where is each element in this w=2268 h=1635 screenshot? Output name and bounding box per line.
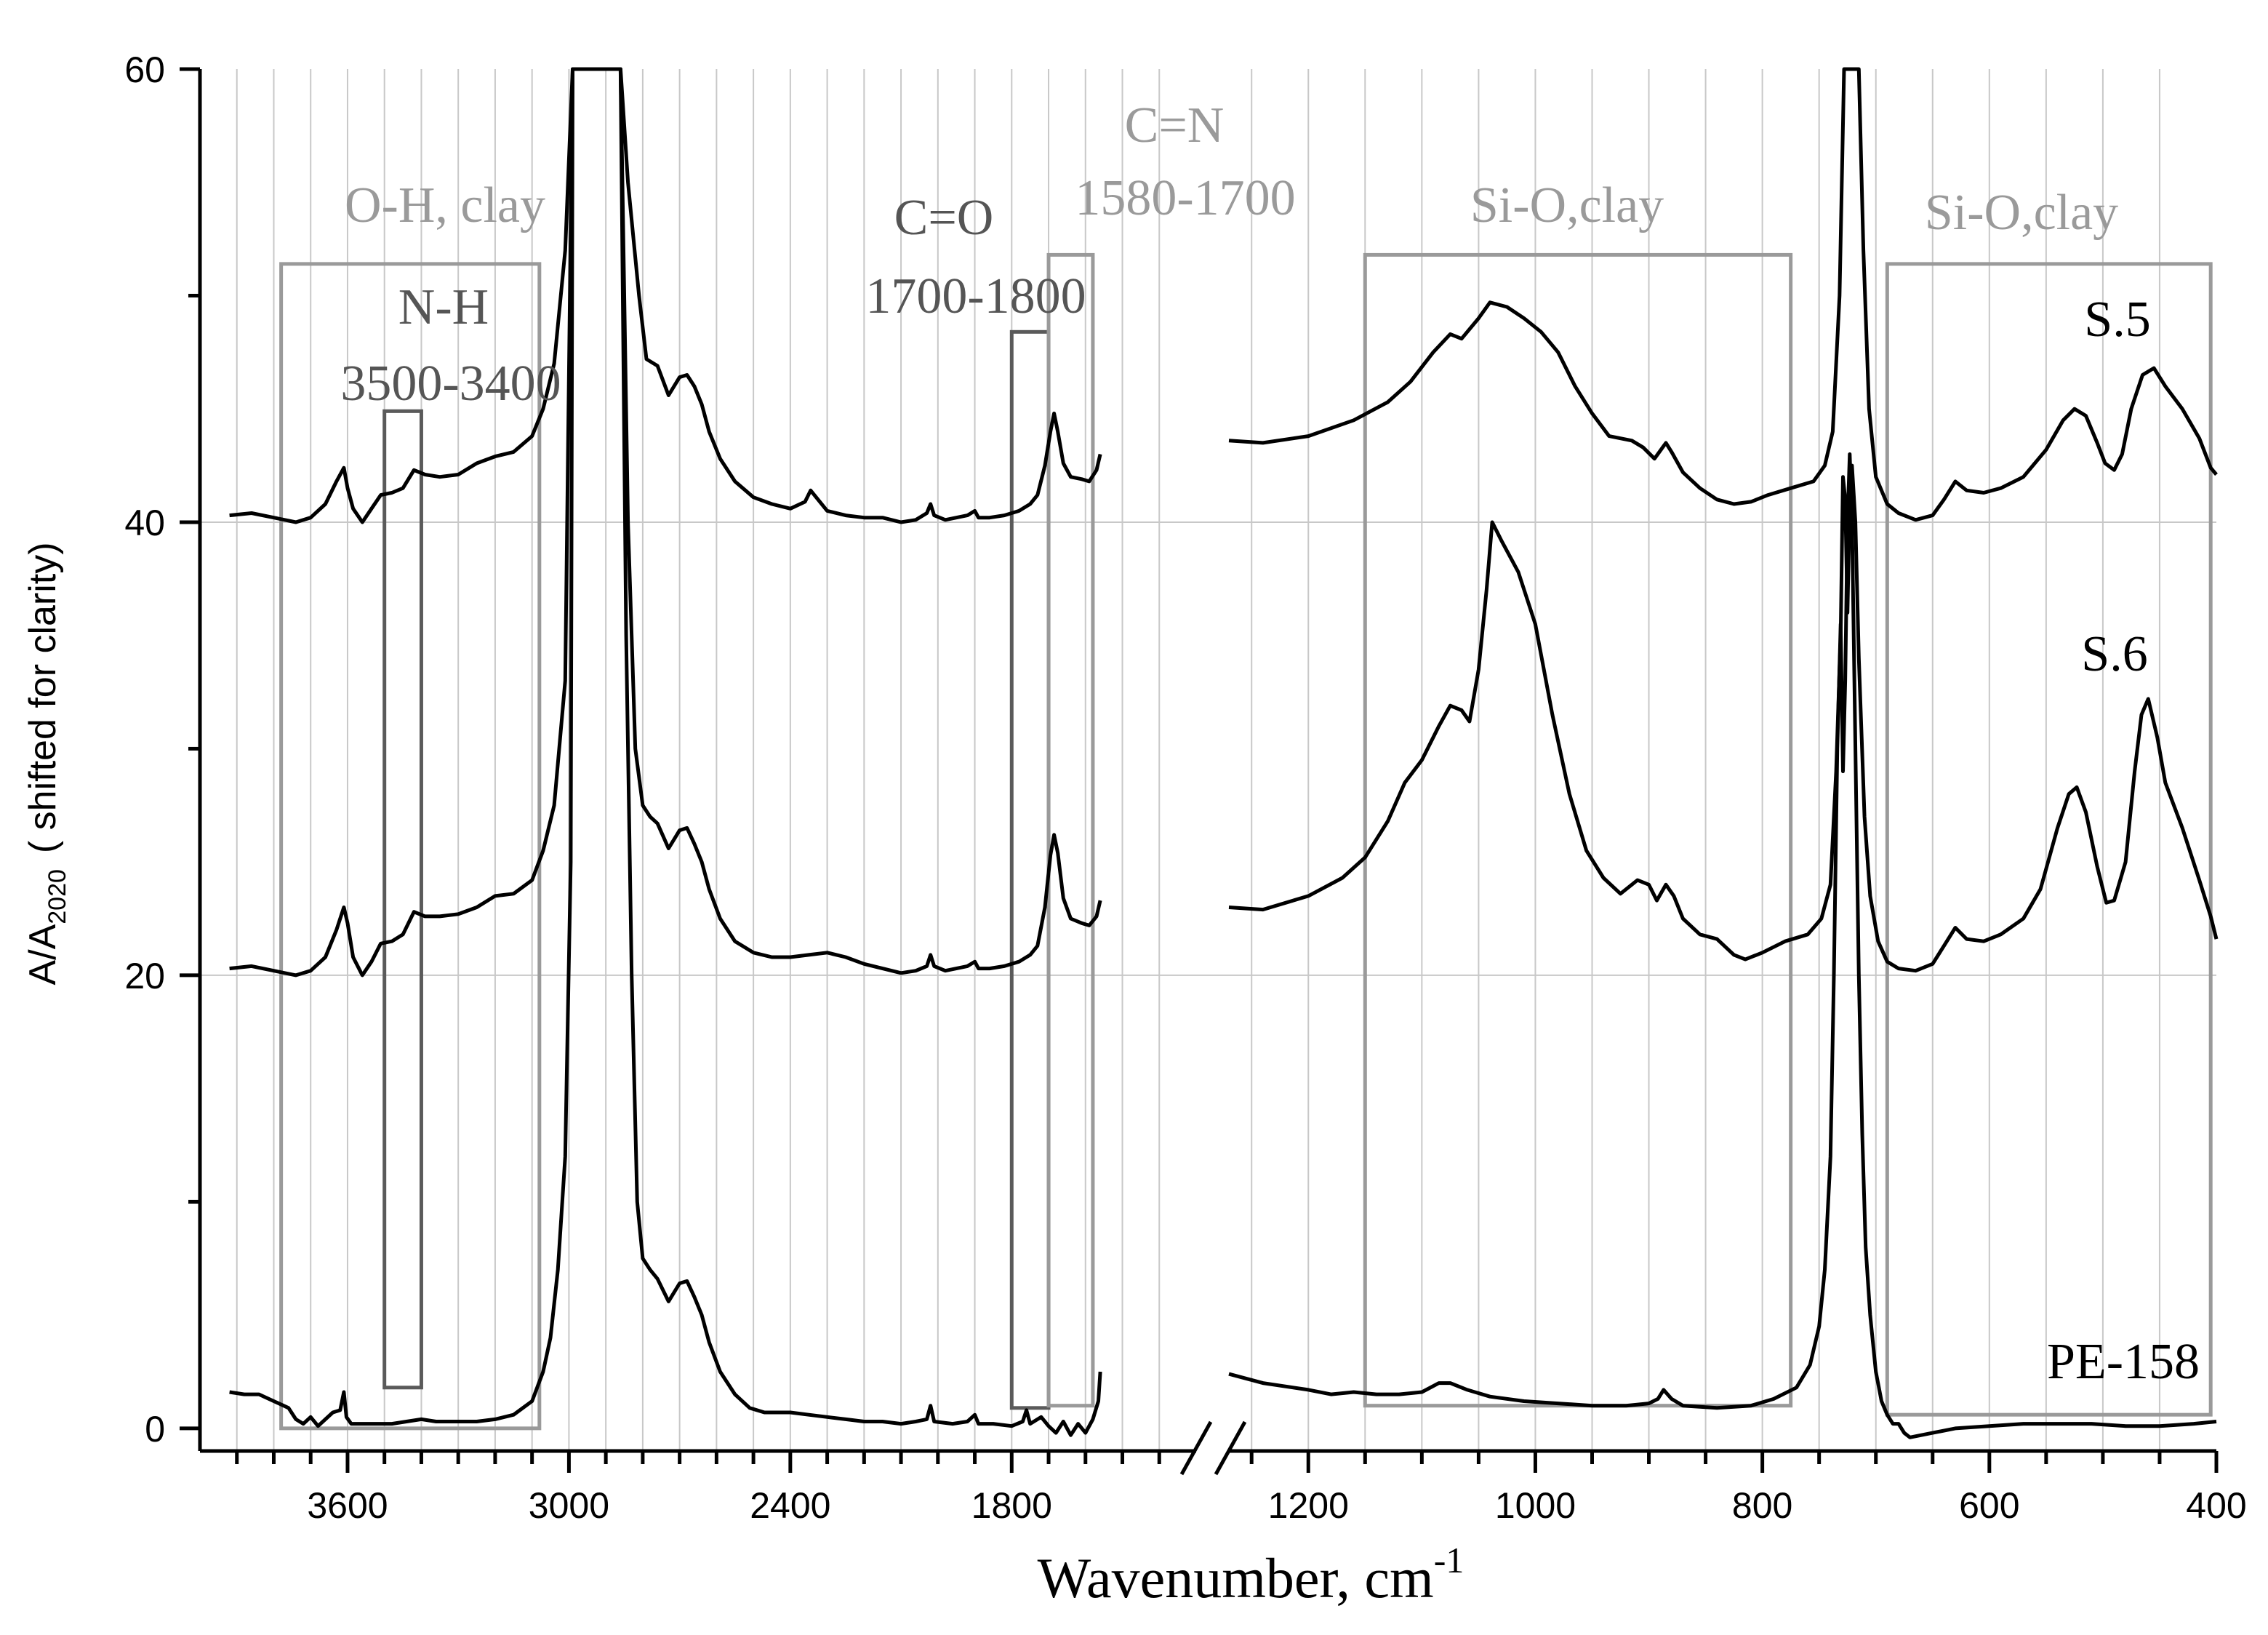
x-tick-label: 3000 [529, 1485, 609, 1526]
x-tick-label: 800 [1732, 1485, 1792, 1526]
annotation-nh-title: N-H [398, 279, 489, 335]
series-line-pe158-right [1228, 452, 2217, 1439]
series-label-s6: S.6 [2081, 626, 2147, 682]
annotation-cn-title: C=N [1125, 97, 1225, 153]
series-label-pe158: PE-158 [2047, 1334, 2200, 1390]
series-line-pe158-left [229, 67, 1102, 1437]
y-axis-label: A/A2020( shifted for clarity) [22, 542, 71, 985]
series-line-s5-left [229, 67, 1102, 524]
annotation-co-range: 1700-1800 [865, 268, 1086, 324]
x-tick-label: 1200 [1268, 1485, 1349, 1526]
axes [180, 67, 2219, 1476]
nh-region-box [382, 409, 423, 1390]
y-tick-label: 60 [124, 49, 165, 90]
axis-break-mark [1179, 1420, 1213, 1476]
annotation-nh-range: 3500-3400 [340, 356, 561, 412]
series-label-s5: S.5 [2084, 292, 2150, 348]
x-tick-label: 1800 [971, 1485, 1052, 1526]
oh-region-box [279, 262, 542, 1431]
annotation-cn-range: 1580-1700 [1075, 170, 1295, 226]
y-tick-label: 40 [124, 503, 165, 543]
tick-labels: 0 20 40 60 3600 3000 2400 1800 1200 1000 800 600 400 [124, 49, 2246, 1526]
annotation-oh-clay: O-H, clay [345, 177, 545, 233]
annotation-co-title: C=O [894, 190, 994, 246]
y-tick-label: 20 [124, 956, 165, 996]
annotation-sio-2: Si-O,clay [1925, 185, 2118, 241]
sio-region-2-box [1885, 262, 2213, 1417]
y-tick-label: 0 [145, 1409, 165, 1450]
region-boxes [279, 252, 2213, 1431]
cn-region-box [1046, 252, 1095, 1408]
series-line-s6-left [229, 67, 1102, 978]
x-tick-label: 400 [2186, 1485, 2246, 1526]
spectra-series [229, 67, 2219, 1439]
series-line-s5-right [1228, 67, 2218, 522]
annotation-sio-1: Si-O,clay [1470, 177, 1664, 233]
x-axis-label: Wavenumber, cm-1 [1038, 1540, 1464, 1610]
x-tick-label: 2400 [750, 1485, 830, 1526]
x-tick-label: 3600 [307, 1485, 388, 1526]
x-tick-label: 1000 [1495, 1485, 1576, 1526]
axis-break-mark [1214, 1420, 1247, 1476]
x-tick-label: 600 [1959, 1485, 2019, 1526]
